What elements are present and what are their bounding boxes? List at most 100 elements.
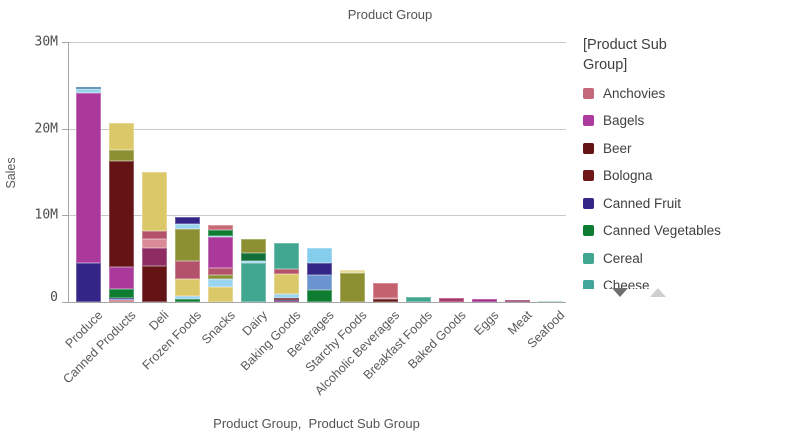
bar-segment[interactable] [142,265,167,302]
bar-frozen-foods[interactable] [175,217,200,302]
gridline-20m [69,128,566,130]
bar-segment[interactable] [406,296,431,302]
bar-segment[interactable] [175,228,200,262]
bar-seafood[interactable] [538,300,563,302]
bar-segment[interactable] [241,263,266,302]
legend-item-cheese[interactable]: Cheese [583,277,650,289]
bar-segment[interactable] [175,224,200,229]
legend-item-canned-vegetables[interactable]: Canned Vegetables [583,222,721,240]
legend-item-canned-fruit[interactable]: Canned Fruit [583,194,681,212]
bar-segment[interactable] [241,252,266,262]
legend-item-label: Canned Vegetables [603,223,721,238]
bar-segment[interactable] [505,300,530,302]
bar-segment[interactable] [274,298,299,300]
legend-scroll [600,286,680,300]
y-tick-label: 0 [50,289,58,305]
bar-segment[interactable] [274,294,299,299]
bar-segment[interactable] [538,300,563,302]
bar-eggs[interactable] [472,298,497,302]
x-axis-title: Product Group, Product Sub Group [213,416,420,431]
legend-item-beer[interactable]: Beer [583,139,632,157]
bar-beverages[interactable] [307,247,332,302]
bar-segment[interactable] [142,247,167,266]
bar-segment[interactable] [274,301,299,302]
y-tick-label: 30M [34,34,58,50]
bar-segment[interactable] [208,235,233,238]
bar-segment[interactable] [241,239,266,253]
bar-segment[interactable] [109,267,134,290]
bar-segment[interactable] [307,262,332,275]
bar-segment[interactable] [76,93,101,264]
bar-canned-products[interactable] [109,122,134,302]
x-axis-label-frozen-foods[interactable]: Frozen Foods [139,308,205,373]
legend-item-label: Bagels [603,113,645,128]
bar-snacks[interactable] [208,224,233,302]
x-axis-label-meat[interactable]: Meat [504,308,535,338]
legend-item-bologna[interactable]: Bologna [583,167,653,185]
plot-area [68,42,566,303]
bar-segment[interactable] [373,282,398,299]
legend-item-cereal[interactable]: Cereal [583,249,643,267]
bar-segment[interactable] [109,300,134,302]
bar-segment[interactable] [142,239,167,248]
bar-segment[interactable] [439,298,464,302]
bar-deli[interactable] [142,172,167,302]
bar-segment[interactable] [208,274,233,279]
bar-baked-goods[interactable] [439,298,464,302]
bar-segment[interactable] [472,298,497,302]
legend-title: [Product Sub Group] [583,37,667,73]
bar-segment[interactable] [175,217,200,225]
bar-segment[interactable] [340,269,365,273]
bar-segment[interactable] [208,224,233,231]
bar-segment[interactable] [109,160,134,268]
bar-segment[interactable] [274,242,299,270]
bar-segment[interactable] [307,274,332,290]
bar-segment[interactable] [109,297,134,299]
legend-scroll-down-icon[interactable] [612,288,628,297]
bar-starchy-foods[interactable] [340,269,365,302]
bar-segment[interactable] [340,272,365,302]
bar-segment[interactable] [175,296,200,300]
y-tick-mark [62,215,68,216]
bar-segment[interactable] [307,247,332,263]
bar-segment[interactable] [109,289,134,298]
bar-segment[interactable] [208,230,233,236]
x-axis-label-eggs[interactable]: Eggs [471,308,502,339]
x-axis-label-snacks[interactable]: Snacks [198,308,238,347]
bar-segment[interactable] [208,278,233,288]
bar-segment[interactable] [175,261,200,280]
bar-segment[interactable] [274,269,299,274]
bar-segment[interactable] [373,298,398,302]
legend-item-label: Canned Fruit [603,195,682,211]
x-axis-label-deli[interactable]: Deli [146,308,172,334]
bar-segment[interactable] [76,263,101,302]
bar-segment[interactable] [142,172,167,232]
bar-segment[interactable] [208,267,233,275]
bar-produce[interactable] [76,87,101,302]
bar-segment[interactable] [208,287,233,302]
bar-segment[interactable] [76,88,101,94]
bar-segment[interactable] [109,299,134,301]
bar-breakfast-foods[interactable] [406,296,431,302]
legend-scroll-up-icon[interactable] [650,288,666,297]
bar-segment[interactable] [175,299,200,302]
bar-segment[interactable] [208,237,233,268]
bar-meat[interactable] [505,300,530,302]
legend-item-anchovies[interactable]: Anchovies [583,84,665,102]
bar-baking-goods[interactable] [274,242,299,302]
bar-segment[interactable] [109,150,134,161]
bar-segment[interactable] [142,231,167,240]
bar-segment[interactable] [241,261,266,264]
bar-segment[interactable] [307,289,332,302]
bar-segment[interactable] [109,122,134,151]
bar-alcoholic-beverages[interactable] [373,282,398,302]
y-tick-mark [62,301,68,303]
bar-segment[interactable] [274,273,299,295]
bar-segment[interactable] [76,87,101,89]
bar-segment[interactable] [175,279,200,297]
bar-segment[interactable] [373,298,398,299]
legend-item-bagels[interactable]: Bagels [583,112,644,130]
bar-segment[interactable] [274,299,299,302]
bar-dairy[interactable] [241,239,266,302]
